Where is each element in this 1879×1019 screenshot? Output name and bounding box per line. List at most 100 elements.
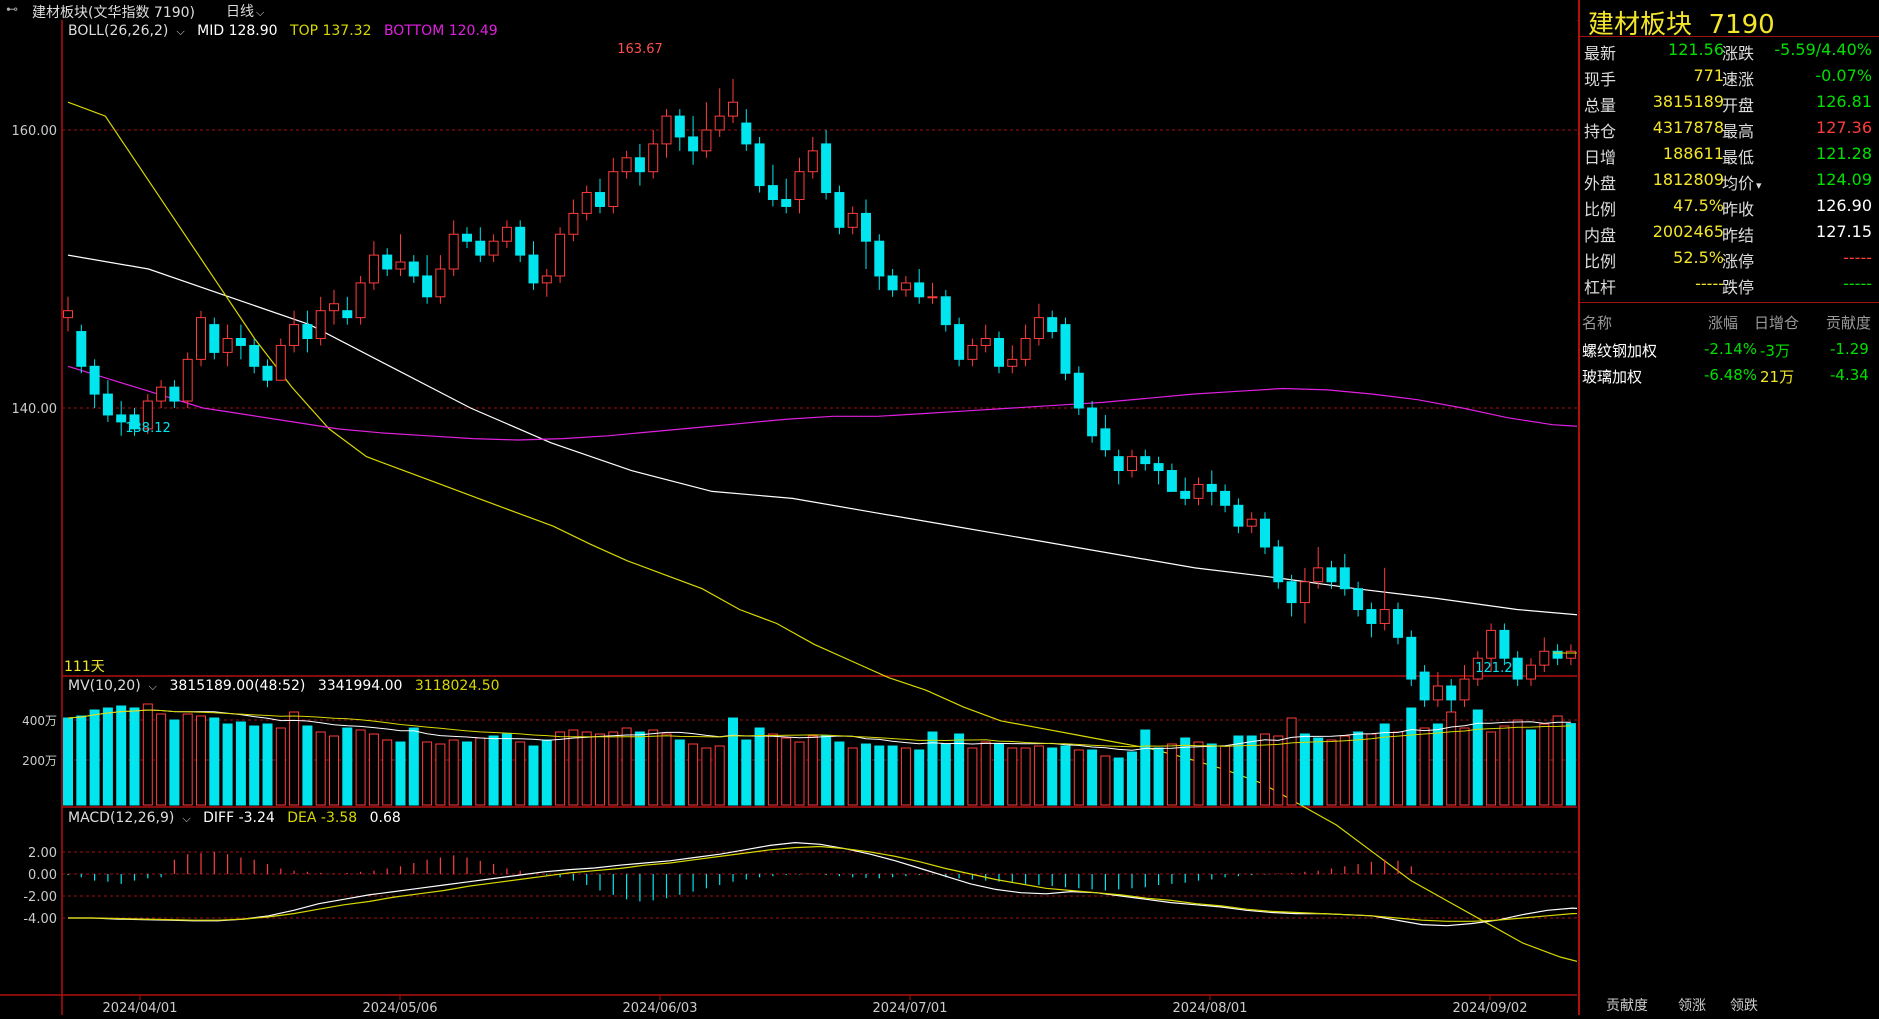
volume-bar [102, 707, 113, 806]
volume-bar [1472, 709, 1483, 806]
quote-value: ----- [1843, 248, 1872, 267]
candle-body [967, 344, 978, 360]
candle-body [1113, 456, 1124, 472]
volume-bar [781, 737, 792, 806]
volume-bar [754, 727, 765, 806]
contrib-value: -4.34 [1830, 366, 1869, 384]
candle-body [1127, 456, 1137, 472]
date-tick-label: 2024/04/01 [103, 1001, 178, 1015]
candle-body [994, 338, 1004, 367]
quote-label: 昨收 [1722, 200, 1755, 219]
quote-label: 跌停 [1722, 278, 1755, 297]
quote-value: 52.5% [1673, 248, 1724, 267]
quote-value: ----- [1695, 274, 1724, 293]
volume-bar [235, 721, 246, 806]
quote-row: 总量 3815189 [1584, 92, 1724, 118]
quote-row: 比例 52.5% [1584, 248, 1724, 274]
volume-bar [382, 739, 393, 806]
contrib-name[interactable]: 螺纹钢加权 [1582, 342, 1658, 360]
volume-bar [475, 737, 486, 806]
candle-body [169, 386, 180, 402]
candle-body [1552, 650, 1563, 659]
boll-mid: MID 128.90 [197, 23, 278, 39]
quote-row: 持仓 4317878 [1584, 118, 1724, 144]
contrib-name[interactable]: 玻璃加权 [1582, 368, 1643, 386]
tab-leading-up[interactable]: 领涨 [1678, 998, 1706, 1014]
candle-body [1260, 518, 1270, 548]
quote-label: 杠杆 [1584, 278, 1617, 297]
panel-tabs: 贡献度 领涨 领跌 [1580, 993, 1879, 1015]
volume-bar [1100, 755, 1111, 806]
macd-dea-line [68, 845, 1598, 922]
volume-bar [595, 733, 605, 806]
boll-legend: BOLL(26,26,2) ⌵ MID 128.90 TOP 137.32 BOT… [68, 23, 498, 39]
macd-tick-label: 0.00 [28, 868, 57, 883]
quote-value: 1812809 [1652, 170, 1724, 189]
volume-bar [262, 723, 273, 806]
mv-value-2: 3341994.00 [317, 678, 403, 694]
dropdown-caret-icon[interactable]: ▾ [1756, 179, 1762, 192]
volume-bar [329, 735, 339, 806]
candle-body [1180, 490, 1191, 499]
candle-body [289, 324, 300, 346]
volume-bar [196, 715, 206, 806]
quote-row: 涨停 ----- [1722, 248, 1872, 274]
tab-contribution[interactable]: 贡献度 [1606, 998, 1648, 1014]
kline-chart[interactable]: 160.00 140.00 400万 200万 2.00 0.00 -2.00 -4.00 16… [0, 20, 1603, 1016]
volume-bar [1419, 727, 1430, 806]
candle-body [861, 212, 871, 242]
chart-background [0, 20, 1577, 1015]
quote-value: 771 [1693, 66, 1724, 85]
quote-label: 总量 [1584, 96, 1617, 115]
date-tick-label: 2024/09/02 [1453, 1001, 1528, 1015]
volume-bar [1206, 743, 1217, 806]
contrib-header: 名称 [1582, 314, 1613, 332]
date-tick-label: 2024/05/06 [363, 1001, 438, 1015]
period-selector[interactable]: 日线 ⌵ [226, 4, 265, 20]
volume-bar [501, 733, 512, 806]
candle-body [209, 324, 220, 353]
tab-leading-down[interactable]: 领跌 [1730, 998, 1758, 1014]
volume-bar [1047, 747, 1058, 806]
quote-row: 涨跌 -5.59/4.40% [1722, 40, 1872, 66]
candle-body [1286, 581, 1297, 604]
candle-body [262, 365, 273, 381]
quote-value: 126.81 [1816, 92, 1872, 111]
date-tick-label: 2024/08/01 [1173, 1001, 1248, 1015]
candle-body [501, 226, 512, 242]
volume-bar [1459, 727, 1470, 806]
candle-body [196, 317, 206, 360]
price-tick-label: 140.00 [12, 402, 58, 417]
candle-body [1432, 685, 1443, 701]
quote-value: 188611 [1662, 144, 1724, 163]
volume-bar [289, 711, 300, 806]
contrib-value: -2.14% [1704, 340, 1758, 358]
volume-bar [794, 741, 805, 806]
candle-body [249, 344, 260, 367]
chart-area[interactable]: 160.00 140.00 400万 200万 2.00 0.00 -2.00 -4.00 16… [0, 20, 1603, 1016]
candle-body [688, 136, 699, 152]
candle-body [1366, 609, 1377, 624]
volume-bar [541, 739, 552, 806]
date-tick-label: 2024/06/03 [623, 1001, 698, 1015]
candle-body [116, 414, 127, 423]
volume-bar [1406, 707, 1417, 806]
quote-value: 3815189 [1652, 92, 1724, 111]
candle-body [1233, 504, 1244, 527]
quote-value: 127.15 [1816, 222, 1872, 241]
quote-label[interactable]: 均价 ▾ [1722, 174, 1762, 193]
candle-body [528, 254, 539, 284]
candle-body [488, 240, 499, 256]
candle-body [781, 199, 792, 207]
volume-bar [927, 731, 938, 806]
volume-bar [222, 723, 233, 806]
volume-bar [581, 731, 592, 806]
volume-bar [182, 713, 193, 806]
candle-body [914, 282, 925, 298]
volume-bar [1565, 723, 1576, 806]
candle-body [315, 310, 326, 340]
volume-bar [395, 741, 406, 806]
quote-label: 内盘 [1584, 226, 1617, 245]
volume-bar [142, 703, 153, 806]
boll-top-line [67, 101, 1598, 968]
